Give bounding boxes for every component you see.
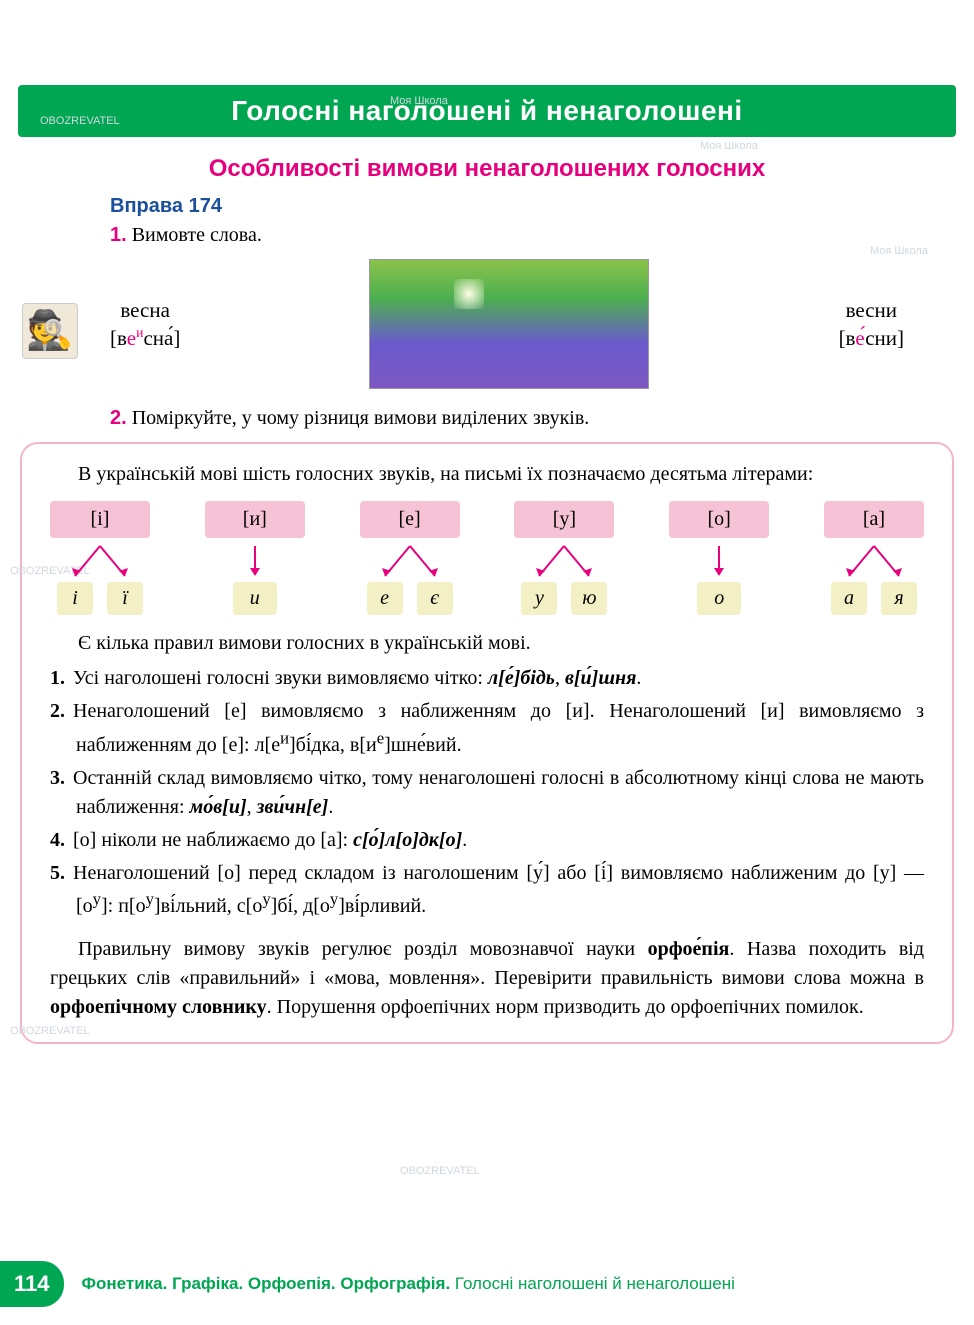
rule-2: Ненаголошений [е] вимовляємо з наближенн… bbox=[50, 697, 924, 760]
final-paragraph: Правильну вимову звуків регулює розділ м… bbox=[50, 935, 924, 1022]
forest-image bbox=[369, 259, 649, 389]
letter-u: у bbox=[521, 582, 557, 615]
arrow-double-icon bbox=[50, 544, 150, 580]
footer-text: Фонетика. Графіка. Орфоепія. Орфографія.… bbox=[82, 1274, 735, 1294]
letter-o: о bbox=[697, 582, 741, 615]
letter-a: а bbox=[831, 582, 867, 615]
transcript-left: [веисна́] bbox=[110, 324, 180, 352]
letter-ye: є bbox=[417, 582, 453, 615]
word-left: весна bbox=[110, 296, 180, 324]
letter-row: ії и еє ую о ая bbox=[50, 582, 924, 615]
footer-rest: Голосні наголошені й ненаголошені bbox=[450, 1274, 735, 1293]
rule-1: Усі наголошені голосні звуки вимовляємо … bbox=[50, 664, 924, 693]
detective-icon: 🕵️ bbox=[22, 303, 78, 359]
theory-box: В українській мові шість голосних звуків… bbox=[20, 442, 954, 1044]
theory-intro: В українській мові шість голосних звуків… bbox=[50, 460, 924, 489]
word-right-col: весни [ве́сни] bbox=[839, 296, 904, 353]
section-header: Голосні наголошені й ненаголошені bbox=[18, 85, 956, 137]
task-2-num: 2. bbox=[110, 407, 127, 429]
arrow-single-icon bbox=[205, 544, 305, 580]
letter-y: и bbox=[233, 582, 277, 615]
rules-intro: Є кілька правил вимови голосних в україн… bbox=[50, 629, 924, 658]
rule-5: Ненаголошений [о] перед складом із нагол… bbox=[50, 859, 924, 922]
transcript-right: [ве́сни] bbox=[839, 324, 904, 352]
arrow-single-icon bbox=[669, 544, 769, 580]
letter-yi: ї bbox=[107, 582, 143, 615]
page-footer: 114 Фонетика. Графіка. Орфоепія. Орфогра… bbox=[0, 1261, 974, 1307]
word-left-col: весна [веисна́] bbox=[110, 296, 180, 353]
rules-list: Усі наголошені голосні звуки вимовляємо … bbox=[50, 664, 924, 921]
task-2: 2. Поміркуйте, у чому різниця вимови вид… bbox=[110, 407, 904, 430]
letter-i: і bbox=[57, 582, 93, 615]
arrow-double-icon bbox=[360, 544, 460, 580]
task-1-text: Вимовте слова. bbox=[132, 224, 262, 246]
arrow-row bbox=[50, 544, 924, 580]
footer-bold: Фонетика. Графіка. Орфоепія. Орфографія. bbox=[82, 1274, 451, 1293]
sound-row: [і] [и] [е] [у] [о] [а] bbox=[50, 501, 924, 538]
sound-o: [о] bbox=[669, 501, 769, 538]
letter-yu: ю bbox=[571, 582, 607, 615]
rule-4: [о] ніколи не наближаємо до [а]: с[о́]л[… bbox=[50, 826, 924, 855]
sound-e: [е] bbox=[360, 501, 460, 538]
word-right: весни bbox=[839, 296, 904, 324]
sound-u: [у] bbox=[514, 501, 614, 538]
page-number: 114 bbox=[0, 1261, 64, 1307]
watermark: Моя Школа bbox=[700, 140, 758, 152]
letter-ya: я bbox=[881, 582, 917, 615]
task-1-num: 1. bbox=[110, 224, 127, 246]
exercise-label: Вправа 174 bbox=[110, 195, 904, 218]
word-row: весна [веисна́] весни [ве́сни] bbox=[110, 259, 904, 389]
task-1: 1. Вимовте слова. bbox=[110, 224, 904, 247]
task-2-text: Поміркуйте, у чому різниця вимови виділе… bbox=[132, 407, 590, 429]
rule-3: Останній склад вимовляємо чітко, тому не… bbox=[50, 764, 924, 822]
sound-a: [а] bbox=[824, 501, 924, 538]
sound-y: [и] bbox=[205, 501, 305, 538]
watermark: OBOZREVATEL bbox=[400, 1165, 480, 1177]
section-subtitle: Особливості вимови ненаголошених голосни… bbox=[0, 155, 974, 183]
arrow-double-icon bbox=[514, 544, 614, 580]
arrow-double-icon bbox=[824, 544, 924, 580]
letter-e: е bbox=[367, 582, 403, 615]
sound-i: [і] bbox=[50, 501, 150, 538]
